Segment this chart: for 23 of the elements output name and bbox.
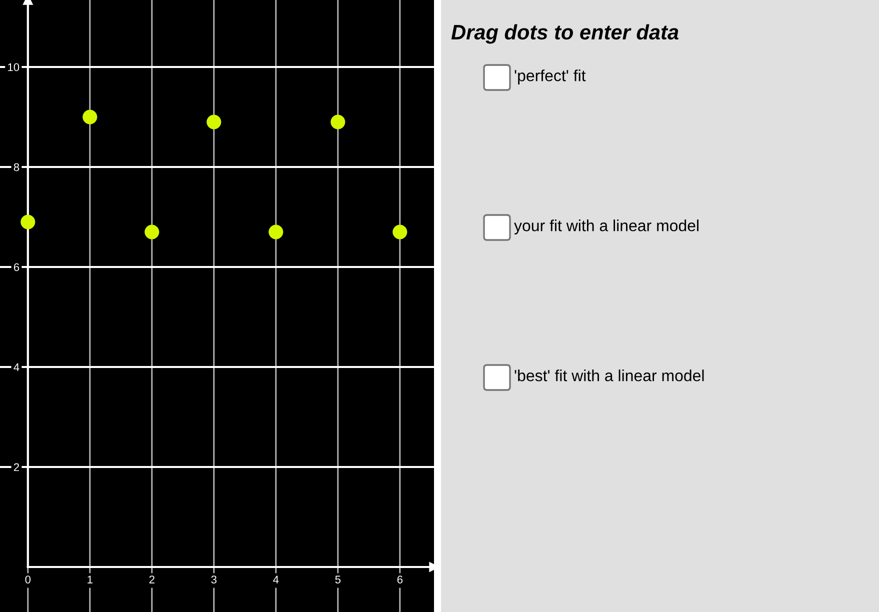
point	[82, 110, 98, 124]
point	[206, 114, 222, 130]
x-tick-label: 5	[335, 576, 341, 584]
point	[392, 224, 408, 240]
x-tick-label: 3	[211, 576, 216, 584]
point	[144, 224, 160, 240]
text: Drag dots to enter data	[451, 24, 678, 44]
x-tick-label: 4	[273, 576, 279, 584]
x-tick-label: 0	[25, 576, 31, 584]
x-tick-label: 6	[397, 576, 402, 584]
x-tick-label: 2	[149, 576, 154, 584]
text: 'best' fit with a linear model	[514, 370, 704, 382]
y-tick-label: 8	[14, 163, 20, 172]
y-tick-label: 6	[14, 263, 20, 272]
point	[20, 214, 36, 230]
y-tick-label: 4	[14, 363, 20, 372]
text: your fit with a linear model	[514, 220, 698, 234]
y-tick-label: 10	[8, 63, 20, 72]
point	[268, 224, 284, 240]
text: 'perfect' fit	[514, 70, 586, 84]
y-tick-label: 2	[14, 463, 20, 472]
point	[330, 114, 346, 130]
x-tick-label: 1	[88, 576, 92, 584]
